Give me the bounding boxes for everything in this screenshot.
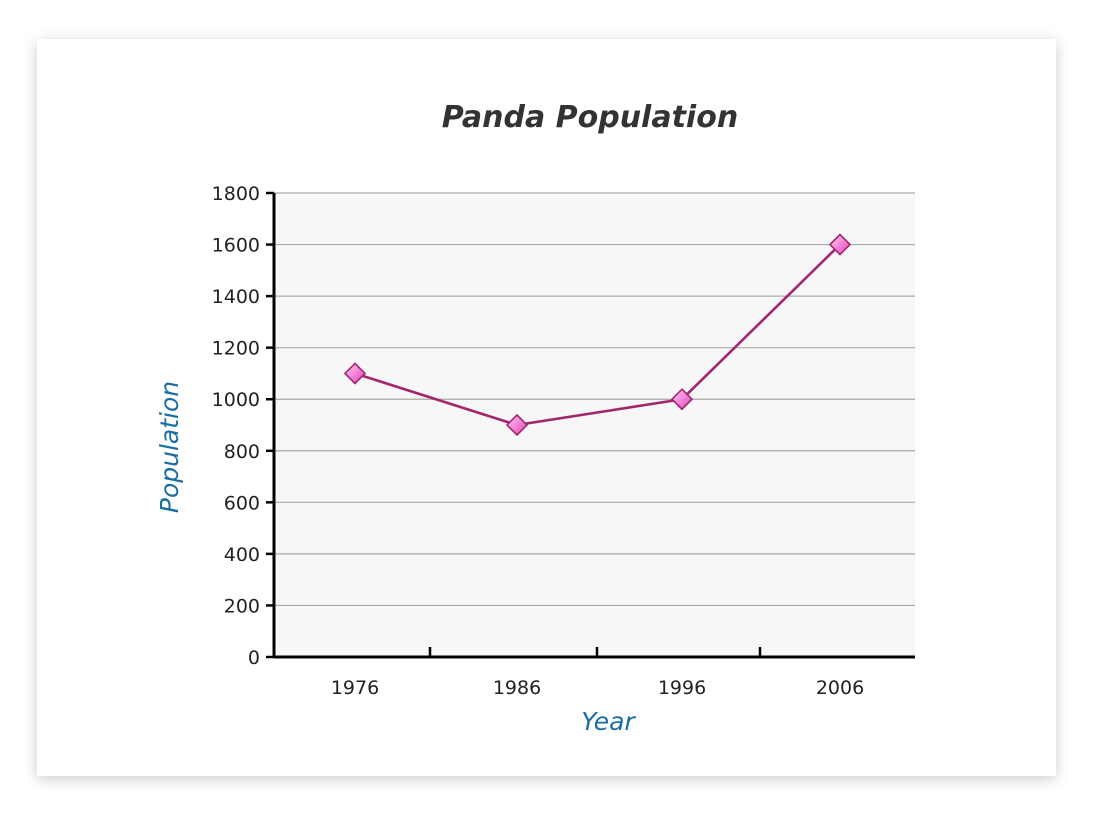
series-line xyxy=(354,243,841,427)
y-tick-label-8: 1600 xyxy=(212,235,260,257)
y-tick-label-2: 400 xyxy=(224,544,260,566)
data-point-2 xyxy=(670,388,694,411)
x-axis-label: Year xyxy=(581,707,636,736)
x-tick-label-0: 1976 xyxy=(331,677,379,699)
y-tick-label-3: 600 xyxy=(224,492,260,514)
data-point-0 xyxy=(343,362,367,385)
x-tick-label-3: 2006 xyxy=(816,677,864,699)
chart-title: Panda Population xyxy=(442,100,738,135)
y-tick-label-9: 1800 xyxy=(212,183,260,205)
y-tick-label-6: 1200 xyxy=(212,338,260,360)
y-tick-label-4: 800 xyxy=(224,441,260,463)
x-tick-label-1: 1986 xyxy=(493,677,541,699)
data-point-1 xyxy=(505,413,529,437)
y-tick-label-7: 1400 xyxy=(212,286,260,308)
y-axis-label: Population xyxy=(155,381,184,513)
plot-area xyxy=(274,193,915,657)
y-tick-label-0: 0 xyxy=(248,647,260,669)
y-tick-label-1: 200 xyxy=(224,595,260,617)
data-point-3 xyxy=(828,233,852,256)
y-tick-label-5: 1000 xyxy=(212,389,260,411)
x-tick-label-2: 1996 xyxy=(658,677,706,699)
